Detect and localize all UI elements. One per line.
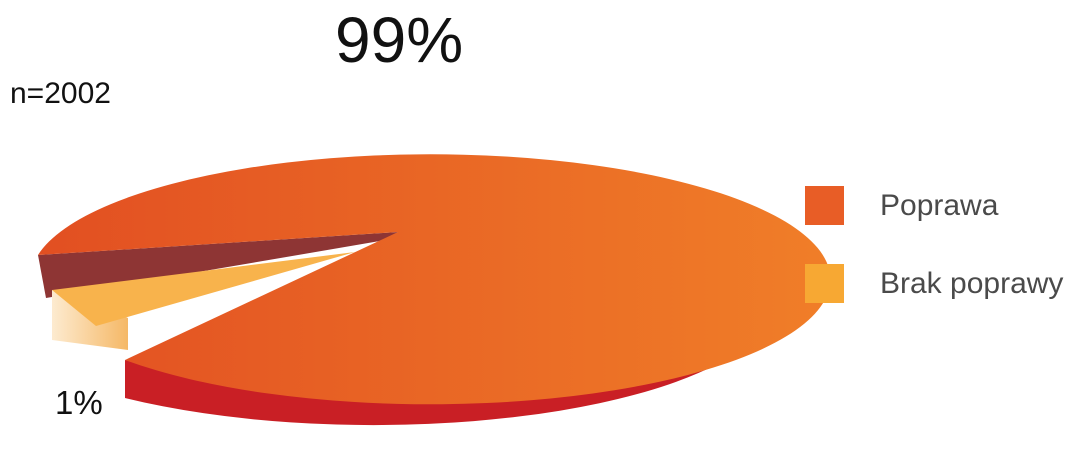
legend-item-brak-poprawy: Brak poprawy	[805, 264, 1063, 303]
sample-size-label: n=2002	[10, 77, 111, 110]
legend-label-brak-poprawy: Brak poprawy	[880, 266, 1064, 300]
legend-label-poprawa: Poprawa	[880, 188, 999, 222]
legend-swatch-brak-poprawy	[805, 264, 844, 303]
legend-swatch-poprawa	[805, 186, 844, 225]
slice-brak-poprawy	[52, 252, 355, 326]
data-label-brak-poprawy: 1%	[55, 384, 103, 421]
data-label-poprawa: 99%	[335, 4, 464, 76]
legend-item-poprawa: Poprawa	[805, 186, 998, 225]
slice-poprawa	[38, 154, 831, 405]
